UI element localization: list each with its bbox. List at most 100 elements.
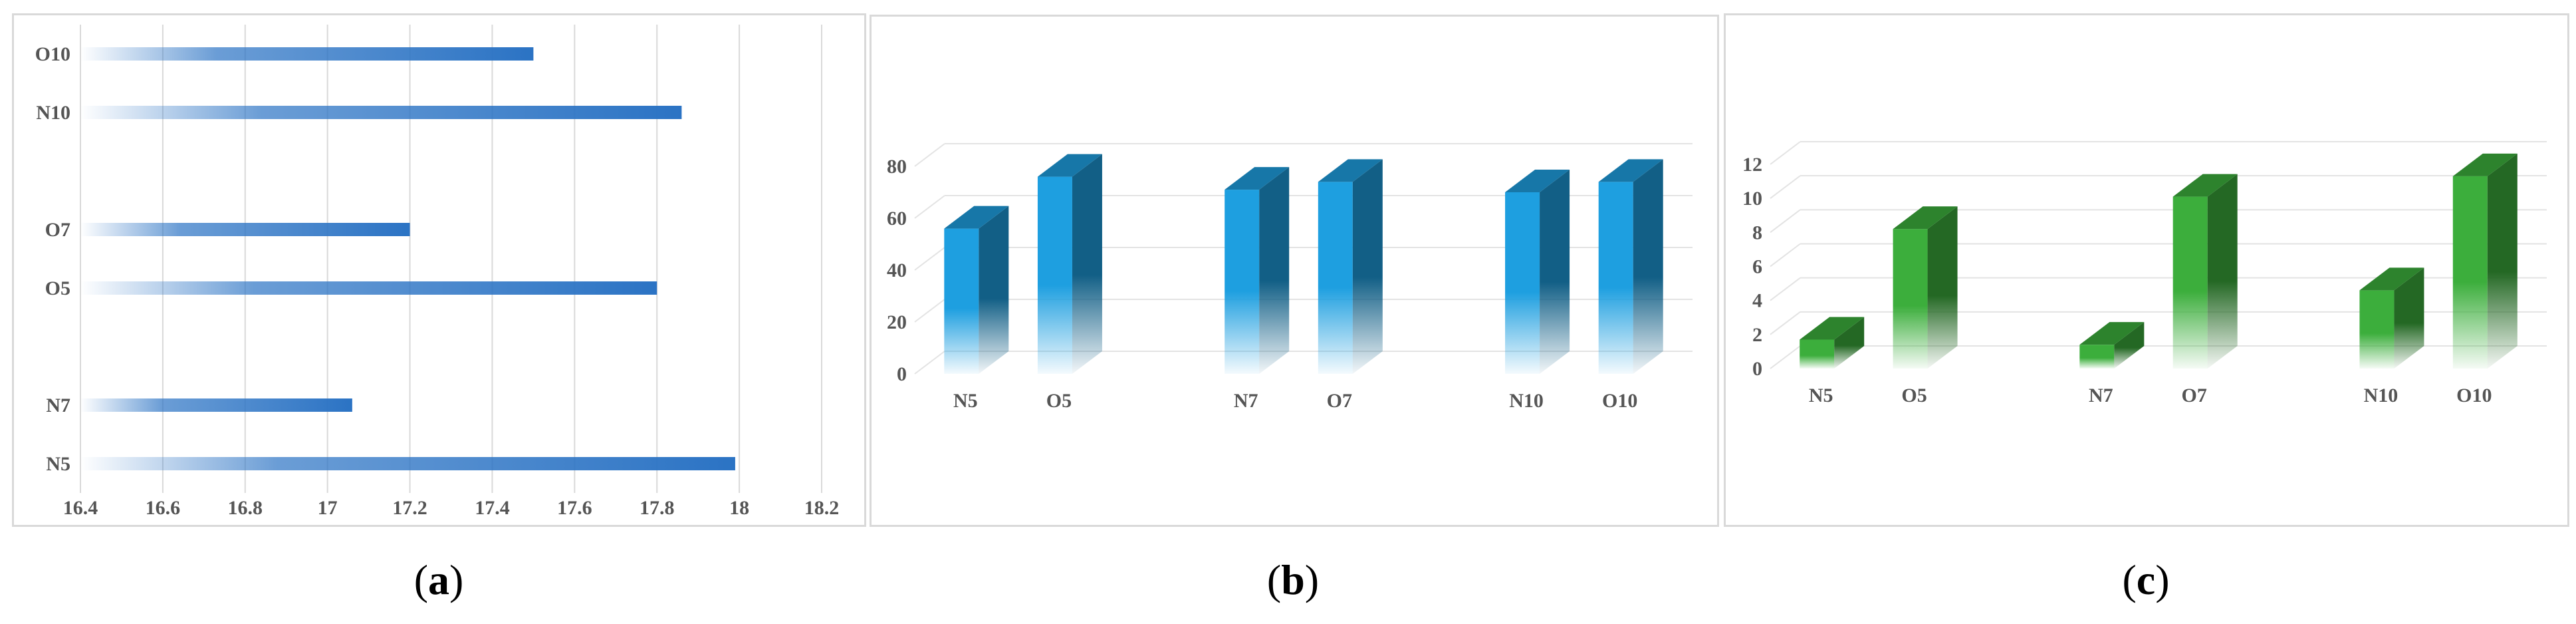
x-tick-label: 17.4 (475, 497, 510, 519)
caption-a: (a) (413, 556, 464, 603)
bar (80, 281, 657, 295)
y-tick-label: 80 (887, 156, 907, 178)
gridline-depth (1770, 209, 1801, 234)
y-tick-label: 0 (897, 363, 907, 385)
bar-top (1800, 317, 1865, 340)
x-tick-label: 18.2 (804, 497, 840, 519)
bar-top (1505, 170, 1570, 192)
chart-b-svg: 0 20 40 60 80 N5 O5 N7 O7 N10 O10 (887, 143, 1693, 412)
category-label: O5 (1901, 385, 1927, 406)
bar-front (2079, 345, 2115, 369)
category-label: N5 (46, 453, 70, 475)
x-tick-label: 16.4 (63, 497, 98, 519)
y-tick-label: 4 (1752, 290, 1762, 312)
bar-top (944, 206, 1009, 229)
y-tick-label: 60 (887, 208, 907, 230)
x-tick-label: 17.2 (392, 497, 427, 519)
bar (80, 457, 735, 470)
x-tick-label: 17 (318, 497, 338, 519)
bar-side (1072, 154, 1102, 374)
category-label: N5 (953, 390, 978, 412)
x-tick-label: 18 (729, 497, 749, 519)
y-tick-label: 10 (1742, 188, 1762, 210)
y-tick-label: 0 (1752, 358, 1762, 380)
gridline-depth (914, 299, 945, 323)
bar-front (1505, 192, 1540, 374)
x-tick-label: 17.6 (557, 497, 592, 519)
bar-side (1352, 159, 1383, 374)
chart-c-svg: 0 2 4 6 8 10 12 N5 O5 N7 O7 N10 O10 (1742, 141, 2547, 406)
category-label: O10 (1602, 390, 1637, 412)
category-label: O5 (45, 277, 70, 299)
bar-side (2394, 267, 2424, 369)
panel-c-3d-column-chart: 0 2 4 6 8 10 12 N5 O5 N7 O7 N10 O10 (1724, 13, 2569, 527)
category-label: O5 (1046, 390, 1072, 412)
y-tick-label: 20 (887, 311, 907, 333)
bar-side (1259, 167, 1290, 374)
bar-front (1893, 229, 1928, 369)
category-label: N5 (1809, 385, 1833, 406)
gridline-depth (1770, 311, 1801, 335)
bar-top (1318, 159, 1383, 182)
x-tick-label: 16.6 (146, 497, 181, 519)
x-tick-label: 17.8 (640, 497, 675, 519)
bar-side (2207, 174, 2238, 369)
bar-front (1800, 339, 1835, 369)
category-label: O10 (35, 43, 70, 65)
gridline-depth (914, 351, 945, 375)
bar-side (2114, 322, 2145, 369)
y-tick-label: 6 (1752, 256, 1762, 278)
bar-front (1598, 182, 1633, 374)
bar (80, 106, 682, 119)
category-label: O7 (1327, 390, 1352, 412)
category-label: N7 (46, 394, 70, 416)
gridline-depth (914, 195, 945, 219)
category-label: N7 (2089, 385, 2113, 406)
bar-top (1225, 167, 1290, 190)
gridline-depth (914, 143, 945, 167)
bar-front (1037, 176, 1072, 374)
gridline-depth (1770, 277, 1801, 301)
bar-side (2487, 153, 2517, 369)
bar (80, 398, 352, 412)
caption-b: (b) (1266, 556, 1320, 603)
category-label: O7 (45, 219, 70, 241)
bar-top (2172, 174, 2238, 197)
gridline-depth (1770, 141, 1801, 165)
bar-top (2079, 322, 2145, 345)
category-label: N10 (36, 102, 70, 124)
y-tick-label: 12 (1742, 154, 1762, 176)
bar-front (2452, 176, 2488, 369)
category-label: N10 (1509, 390, 1544, 412)
category-label: N7 (1234, 390, 1258, 412)
bar-top (1037, 154, 1102, 177)
caption-c: (c) (2122, 556, 2170, 603)
bar-side (1834, 317, 1865, 369)
y-tick-label: 8 (1752, 222, 1762, 243)
y-tick-label: 40 (887, 259, 907, 281)
panel-a-horizontal-bar-chart: 16.4 16.6 16.8 17 17.2 17.4 17.6 17.8 18 18.2 O10 N… (12, 13, 866, 527)
category-label: O10 (2456, 385, 2492, 406)
gridline-depth (1770, 175, 1801, 199)
bar-top (2452, 153, 2517, 176)
bar (80, 47, 534, 61)
bar-front (2172, 196, 2208, 369)
x-tick-label: 16.8 (228, 497, 263, 519)
category-label: N10 (2364, 385, 2399, 406)
panel-b-3d-column-chart: 0 20 40 60 80 N5 O5 N7 O7 N10 O10 (870, 15, 1719, 527)
y-tick-label: 2 (1752, 324, 1762, 346)
bar-top (1893, 206, 1958, 230)
gridline-depth (914, 247, 945, 271)
bar-top (1598, 159, 1663, 182)
bar (80, 223, 410, 236)
gridline-depth (1770, 243, 1801, 267)
bar-front (2359, 290, 2395, 369)
gridline-depth (1770, 345, 1801, 369)
bar-side (1540, 170, 1570, 374)
bar-front (1318, 182, 1353, 374)
chart-a-svg: 16.4 16.6 16.8 17 17.2 17.4 17.6 17.8 18 18.2 O10 N… (35, 25, 840, 519)
category-label: O7 (2182, 385, 2207, 406)
bar-side (1633, 159, 1663, 374)
bar-side (1927, 206, 1958, 369)
bar-top (2359, 267, 2424, 291)
